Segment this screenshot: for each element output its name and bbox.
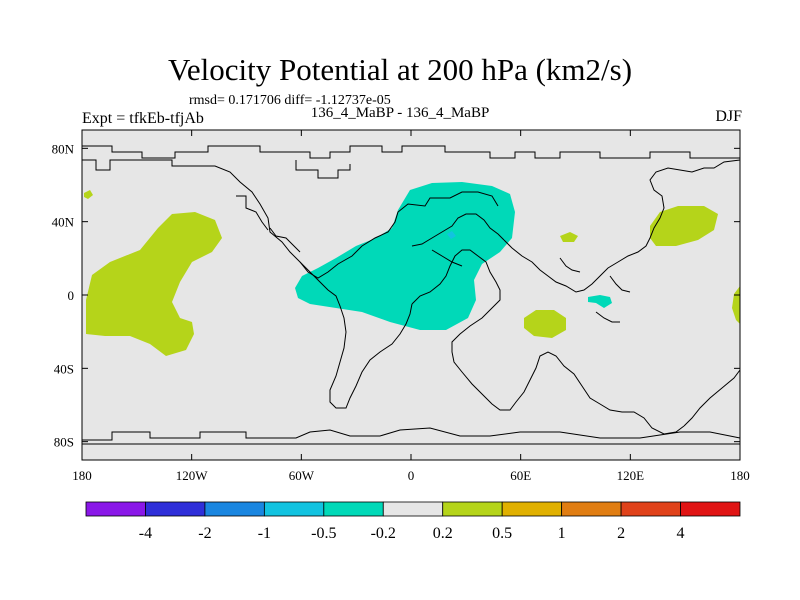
colorbar-label: -0.5 (311, 525, 336, 542)
colorbar-label: -4 (139, 525, 152, 542)
colorbar-swatch (680, 501, 741, 517)
colorbar-label: -1 (258, 525, 271, 542)
experiment-label: Expt = tfkEb-tfjAb (82, 110, 204, 127)
lat-tick-label: 0 (68, 288, 75, 303)
lon-tick-label: 0 (408, 468, 415, 483)
indian-negative-spot (588, 295, 612, 308)
colorbar-swatch (561, 501, 622, 517)
colorbar-swatch (323, 501, 384, 517)
stats-label: rmsd= 0.171706 diff= -1.12737e-05 (189, 93, 391, 108)
lon-tick-label: 120W (176, 468, 209, 483)
colorbar-swatch (204, 501, 265, 517)
colorbar-label: -0.2 (371, 525, 396, 542)
lon-tick-label: 180 (730, 468, 750, 483)
colorbar-swatch (620, 501, 681, 517)
pacific-positive-region (86, 212, 222, 356)
small-negative-spot (447, 231, 456, 239)
anomaly-fields (84, 182, 740, 356)
lat-tick-label: 80N (52, 141, 75, 156)
colorbar-label: 4 (677, 525, 685, 542)
indian-positive-region (524, 310, 566, 338)
lon-tick-label: 60E (510, 468, 531, 483)
coastlines (82, 145, 741, 445)
colorbar-swatch (382, 501, 444, 517)
colorbar-swatch (85, 501, 146, 517)
colorbar-swatch (501, 501, 563, 517)
nw-pacific-positive-region (650, 206, 718, 246)
latitude-ticks: 80N 40N 0 40S 80S (52, 141, 740, 450)
colorbar-swatch (145, 501, 206, 517)
colorbar-label: 1 (558, 525, 566, 542)
colorbar-label: -2 (198, 525, 211, 542)
colorbar-label: 0.5 (492, 525, 512, 542)
lon-tick-label: 60W (289, 468, 315, 483)
colorbar-swatch (442, 501, 503, 517)
plot-title: Velocity Potential at 200 hPa (km2/s) (167, 52, 633, 87)
lon-tick-label: 180 (72, 468, 92, 483)
lat-tick-label: 40S (54, 361, 74, 376)
longitude-ticks: 180 120W 60W 0 60E 120E 180 (72, 130, 750, 483)
lat-tick-label: 80S (54, 435, 74, 450)
colorbar-swatch (263, 501, 325, 517)
small-positive-spot (84, 190, 93, 199)
asia-positive-spot (560, 232, 578, 242)
colorbar-label: 2 (617, 525, 625, 542)
colorbar: -4 -2 -1 -0.5 -0.2 0.2 0.5 1 2 4 (85, 501, 741, 542)
africa-negative-region (295, 182, 515, 330)
colorbar-label: 0.2 (433, 525, 453, 542)
case-label: 136_4_MaBP - 136_4_MaBP (310, 105, 490, 121)
lon-tick-label: 120E (617, 468, 645, 483)
season-label: DJF (715, 108, 742, 125)
lat-tick-label: 40N (52, 215, 75, 230)
